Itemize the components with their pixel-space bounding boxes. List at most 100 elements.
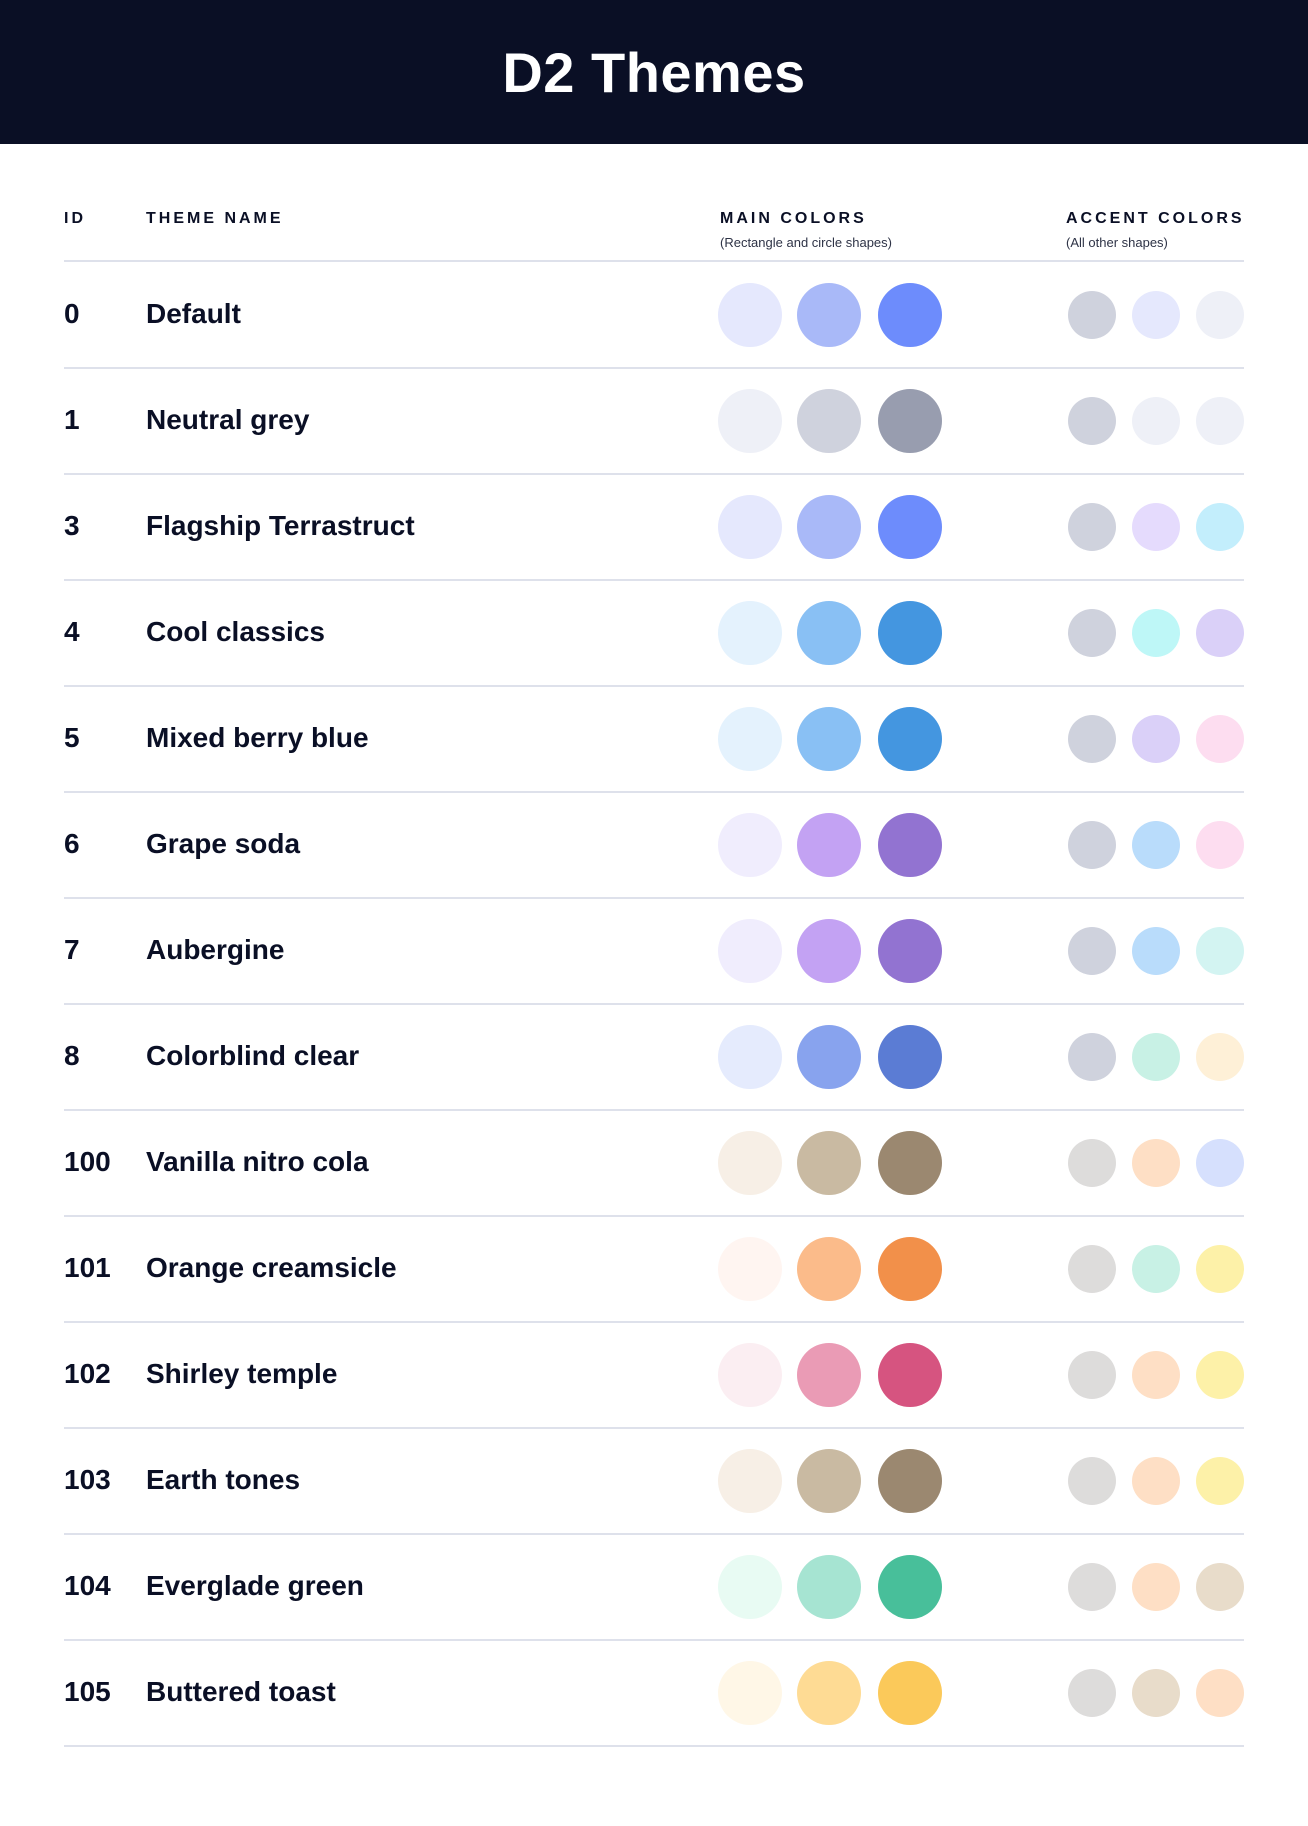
main-color-swatch [718, 283, 782, 347]
theme-id: 6 [64, 828, 80, 859]
accent-color-swatch [1196, 397, 1244, 445]
main-color-swatch [878, 813, 942, 877]
table-row: 102 Shirley temple [0, 1322, 1308, 1428]
main-color-swatch [718, 1237, 782, 1301]
column-header-accent-colors: ACCENT COLORS [1066, 210, 1245, 227]
accent-color-swatch [1132, 927, 1180, 975]
table-row: 105 Buttered toast [0, 1640, 1308, 1746]
accent-color-swatch [1068, 821, 1116, 869]
row-divider [64, 1533, 1244, 1535]
row-divider [64, 1745, 1244, 1747]
theme-id: 101 [64, 1252, 111, 1283]
accent-color-swatch [1132, 1351, 1180, 1399]
theme-name: Default [146, 298, 241, 329]
theme-name: Flagship Terrastruct [146, 510, 415, 541]
main-color-swatch [878, 1449, 942, 1513]
row-divider [64, 1321, 1244, 1323]
accent-color-swatch [1196, 1669, 1244, 1717]
row-divider [64, 367, 1244, 369]
main-color-swatch [718, 1555, 782, 1619]
accent-color-swatch [1132, 1669, 1180, 1717]
accent-color-swatch [1196, 821, 1244, 869]
theme-id: 4 [64, 616, 80, 647]
accent-color-swatch [1068, 503, 1116, 551]
main-color-swatch [878, 1343, 942, 1407]
main-color-swatch [797, 1449, 861, 1513]
accent-color-swatch [1132, 397, 1180, 445]
theme-name: Orange creamsicle [146, 1252, 397, 1283]
theme-name: Colorblind clear [146, 1040, 360, 1071]
theme-name: Earth tones [146, 1464, 301, 1495]
accent-color-swatch [1196, 1563, 1244, 1611]
table-row: 101 Orange creamsicle [0, 1216, 1308, 1322]
column-subheader-main-colors: (Rectangle and circle shapes) [720, 235, 892, 250]
main-color-swatch [797, 707, 861, 771]
theme-id: 104 [64, 1570, 111, 1601]
row-divider [64, 1003, 1244, 1005]
theme-id: 100 [64, 1146, 111, 1177]
main-color-swatch [718, 1343, 782, 1407]
column-header-main-colors: MAIN COLORS [720, 210, 867, 227]
row-divider [64, 1109, 1244, 1111]
main-color-swatch [878, 495, 942, 559]
main-color-swatch [718, 495, 782, 559]
accent-color-swatch [1132, 821, 1180, 869]
table-row: 3 Flagship Terrastruct [0, 474, 1308, 580]
accent-color-swatch [1196, 1457, 1244, 1505]
main-color-swatch [797, 601, 861, 665]
accent-color-swatch [1196, 609, 1244, 657]
main-color-swatch [878, 707, 942, 771]
main-color-swatch [718, 389, 782, 453]
accent-color-swatch [1068, 1457, 1116, 1505]
table-row: 104 Everglade green [0, 1534, 1308, 1640]
accent-color-swatch [1068, 291, 1116, 339]
main-color-swatch [718, 1025, 782, 1089]
main-color-swatch [797, 1343, 861, 1407]
main-color-swatch [797, 1237, 861, 1301]
row-divider [64, 1639, 1244, 1641]
main-color-swatch [718, 601, 782, 665]
table-row: 103 Earth tones [0, 1428, 1308, 1534]
theme-id: 3 [64, 510, 80, 541]
main-color-swatch [718, 707, 782, 771]
row-divider [64, 1215, 1244, 1217]
page-header: D2 Themes [0, 0, 1308, 144]
accent-color-swatch [1132, 609, 1180, 657]
main-color-swatch [718, 1131, 782, 1195]
main-color-swatch [878, 389, 942, 453]
theme-name: Neutral grey [146, 404, 310, 435]
main-color-swatch [718, 1661, 782, 1725]
accent-color-swatch [1196, 291, 1244, 339]
accent-color-swatch [1196, 927, 1244, 975]
row-divider [64, 473, 1244, 475]
page-title: D2 Themes [502, 40, 806, 104]
row-divider [64, 579, 1244, 581]
table-row: 0 Default [0, 262, 1308, 368]
column-subheader-accent-colors: (All other shapes) [1066, 235, 1168, 250]
theme-id: 7 [64, 934, 80, 965]
accent-color-swatch [1132, 503, 1180, 551]
table-row: 8 Colorblind clear [0, 1004, 1308, 1110]
accent-color-swatch [1196, 1351, 1244, 1399]
theme-id: 103 [64, 1464, 111, 1495]
accent-color-swatch [1068, 715, 1116, 763]
accent-color-swatch [1068, 927, 1116, 975]
accent-color-swatch [1132, 1033, 1180, 1081]
table-row: 100 Vanilla nitro cola [0, 1110, 1308, 1216]
table-row: 1 Neutral grey [0, 368, 1308, 474]
theme-id: 1 [64, 404, 80, 435]
accent-color-swatch [1196, 1139, 1244, 1187]
main-color-swatch [797, 495, 861, 559]
accent-color-swatch [1068, 1351, 1116, 1399]
theme-name: Grape soda [146, 828, 301, 859]
table-row: 5 Mixed berry blue [0, 686, 1308, 792]
accent-color-swatch [1068, 1033, 1116, 1081]
row-divider [64, 685, 1244, 687]
main-color-swatch [797, 813, 861, 877]
theme-id: 5 [64, 722, 80, 753]
main-color-swatch [878, 1555, 942, 1619]
accent-color-swatch [1196, 503, 1244, 551]
accent-color-swatch [1132, 1563, 1180, 1611]
main-color-swatch [718, 919, 782, 983]
main-color-swatch [797, 1555, 861, 1619]
